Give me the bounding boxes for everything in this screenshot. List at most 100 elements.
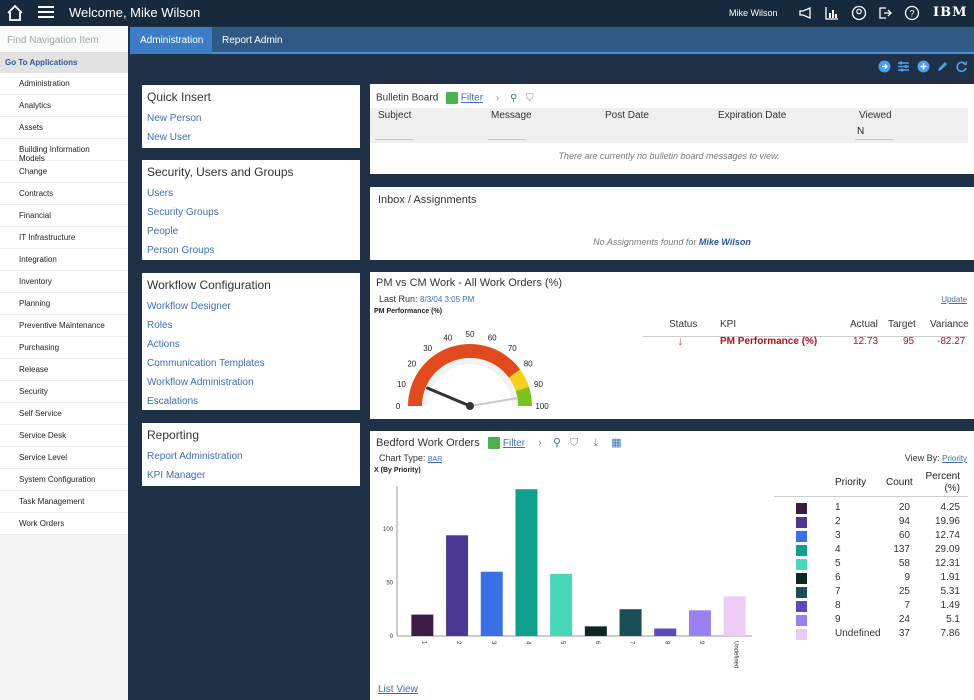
x-tick-label: 4 — [524, 641, 530, 645]
logout-icon[interactable] — [877, 5, 893, 21]
communication-templates-link[interactable]: Communication Templates — [147, 358, 265, 369]
edit-icon[interactable] — [936, 60, 949, 73]
nav-item-assets[interactable]: Assets — [0, 117, 128, 139]
settings-sliders-icon[interactable] — [897, 60, 910, 73]
filter-icon[interactable] — [446, 92, 459, 104]
legend-priority: 1 — [835, 502, 841, 513]
navigate-icon[interactable] — [878, 60, 891, 73]
megaphone-icon[interactable] — [798, 5, 814, 21]
legend-count: 137 — [893, 544, 910, 555]
bar[interactable] — [411, 614, 434, 636]
legend-swatch — [796, 587, 807, 598]
nav-item-planning[interactable]: Planning — [0, 293, 128, 315]
nav-item-preventive-maintenance[interactable]: Preventive Maintenance — [0, 315, 128, 337]
chart-type-link[interactable]: BAR — [427, 456, 443, 463]
bedford-search-icon[interactable]: ⚲ — [552, 437, 561, 449]
bar[interactable] — [619, 609, 642, 636]
gauge-tick-label: 30 — [423, 344, 432, 353]
kpi-manager-link[interactable]: KPI Manager — [147, 470, 206, 481]
go-to-applications[interactable]: Go To Applications — [0, 53, 128, 73]
hamburger-menu-icon[interactable] — [38, 5, 54, 19]
nav-search-input[interactable]: Find Navigation Item — [0, 26, 128, 53]
y-tick-label: 100 — [383, 527, 394, 533]
bar[interactable] — [688, 610, 711, 636]
legend-priority: 8 — [835, 600, 841, 611]
nav-item-integration[interactable]: Integration — [0, 249, 128, 271]
security-groups-link[interactable]: Security Groups — [147, 207, 219, 218]
bedford-filter-link[interactable]: Filter — [502, 438, 526, 449]
list-view-link[interactable]: List View — [378, 684, 418, 695]
nav-item-it-infrastructure[interactable]: IT Infrastructure — [0, 227, 128, 249]
reporting-title: Reporting — [147, 428, 200, 442]
users-link[interactable]: Users — [147, 188, 174, 199]
search-icon[interactable]: ⚲ — [509, 92, 518, 104]
bar[interactable] — [550, 573, 573, 636]
bar[interactable] — [654, 628, 677, 637]
view-by-link[interactable]: Priority — [942, 454, 967, 463]
x-tick-label: 7 — [629, 641, 635, 645]
nav-item-contracts[interactable]: Contracts — [0, 183, 128, 205]
inbox-empty-message: No Assignments found for — [593, 237, 697, 247]
user-icon[interactable] — [851, 5, 867, 21]
legend-priority: 5 — [835, 558, 841, 569]
nav-item-change[interactable]: Change — [0, 161, 128, 183]
refresh-icon[interactable] — [955, 60, 968, 73]
legend-swatch — [796, 503, 807, 514]
bar[interactable] — [723, 596, 746, 636]
nav-item-purchasing[interactable]: Purchasing — [0, 337, 128, 359]
bedford-clear-filter-icon[interactable]: ⛉ — [570, 437, 579, 449]
home-icon[interactable] — [6, 4, 24, 22]
nav-item-building-information-models[interactable]: Building Information Models — [0, 139, 128, 163]
update-link[interactable]: Update — [941, 295, 967, 304]
nav-item-self-service[interactable]: Self Service — [0, 403, 128, 425]
quick-insert-title: Quick Insert — [147, 90, 212, 104]
clear-filter-icon[interactable]: ⛉ — [526, 92, 534, 104]
nav-item-service-level[interactable]: Service Level — [0, 447, 128, 469]
nav-item-inventory[interactable]: Inventory — [0, 271, 128, 293]
tab-report-admin[interactable]: Report Admin — [222, 35, 283, 46]
col-viewed: Viewed — [859, 110, 892, 121]
chart-icon[interactable] — [824, 5, 840, 21]
bar[interactable] — [480, 571, 503, 636]
subject-filter-input[interactable] — [375, 126, 413, 140]
kpi-col-actual: Actual — [850, 319, 878, 330]
view-by-label: View By: — [904, 453, 940, 463]
kpi-row-name[interactable]: PM Performance (%) — [720, 336, 818, 347]
chart-view-icon[interactable]: ▦ — [611, 437, 622, 449]
nav-item-system-configuration[interactable]: System Configuration — [0, 469, 128, 491]
tab-administration[interactable]: Administration — [130, 27, 212, 54]
nav-item-work-orders[interactable]: Work Orders — [0, 513, 128, 535]
nav-item-service-desk[interactable]: Service Desk — [0, 425, 128, 447]
viewed-filter-input[interactable]: N — [855, 126, 893, 140]
bulletin-filter-link[interactable]: Filter — [460, 92, 484, 104]
x-tick-label: Undefined — [733, 641, 739, 668]
report-administration-link[interactable]: Report Administration — [147, 451, 243, 462]
col-message: Message — [491, 110, 532, 121]
workflow-administration-link[interactable]: Workflow Administration — [147, 377, 254, 388]
people-link[interactable]: People — [147, 226, 179, 237]
new-person-link[interactable]: New Person — [147, 113, 202, 124]
help-icon[interactable]: ? — [904, 5, 920, 21]
bedford-card: Bedford Work Orders Filter › ⚲ ⛉ ⤓ ▦ Cha… — [370, 431, 974, 700]
nav-item-release[interactable]: Release — [0, 359, 128, 381]
nav-item-analytics[interactable]: Analytics — [0, 95, 128, 117]
new-user-link[interactable]: New User — [147, 132, 191, 143]
bar[interactable] — [584, 626, 607, 636]
bar[interactable] — [446, 535, 469, 636]
nav-item-financial[interactable]: Financial — [0, 205, 128, 227]
workflow-designer-link[interactable]: Workflow Designer — [147, 301, 231, 312]
legend-swatch — [796, 517, 807, 528]
add-icon[interactable] — [917, 60, 930, 73]
actions-link[interactable]: Actions — [147, 339, 180, 350]
bar[interactable] — [515, 489, 538, 636]
person-groups-link[interactable]: Person Groups — [147, 245, 215, 256]
nav-item-security[interactable]: Security — [0, 381, 128, 403]
legend-swatch — [796, 601, 807, 612]
escalations-link[interactable]: Escalations — [147, 396, 199, 407]
message-filter-input[interactable] — [488, 126, 526, 140]
nav-item-task-management[interactable]: Task Management — [0, 491, 128, 513]
download-icon[interactable]: ⤓ — [593, 437, 599, 449]
roles-link[interactable]: Roles — [147, 320, 173, 331]
nav-item-administration[interactable]: Administration — [0, 73, 128, 95]
bedford-filter-icon[interactable] — [487, 437, 500, 450]
